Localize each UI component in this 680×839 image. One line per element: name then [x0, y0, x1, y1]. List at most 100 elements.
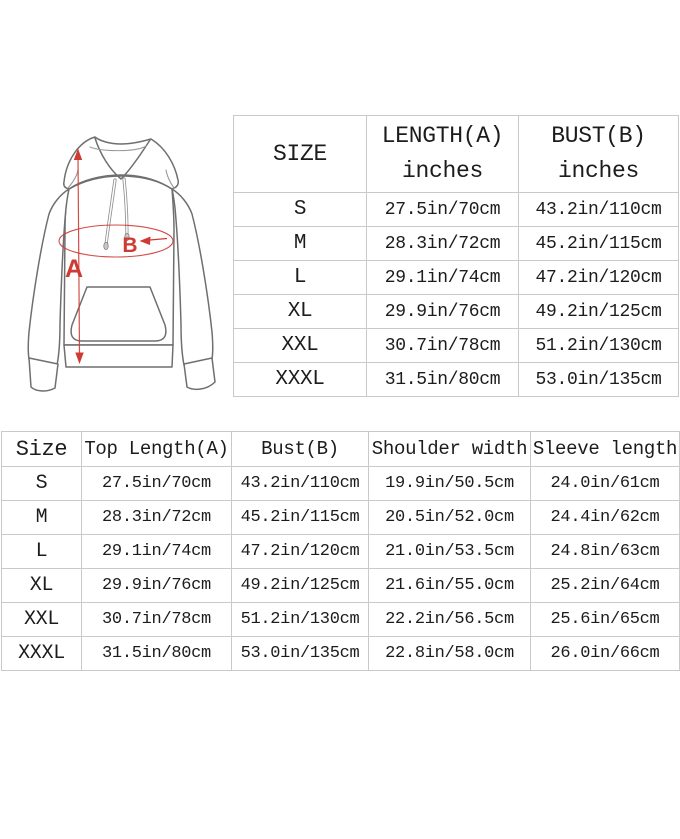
size-cell: XL: [1, 568, 82, 603]
sleeve-cell: 25.2in/64cm: [530, 568, 680, 603]
table-header-row: Size Top Length(A) Bust(B) Shoulder widt…: [1, 431, 680, 467]
table-header-row: SIZE LENGTH(A) inches BUST(B) inches: [233, 115, 679, 193]
column-header-top-length: Top Length(A): [81, 431, 232, 467]
column-header-bust: BUST(B) inches: [518, 115, 679, 193]
column-header-length-line2: inches: [401, 158, 483, 184]
column-header-size: SIZE: [233, 115, 367, 193]
bust-arrowhead: [139, 236, 151, 245]
column-header-bust-line2: inches: [557, 158, 639, 184]
size-cell: XXXL: [1, 636, 82, 671]
table-row: XL 29.9in/76cm 49.2in/125cm: [233, 294, 679, 329]
table-row: M 28.3in/72cm 45.2in/115cm 20.5in/52.0cm…: [1, 500, 680, 535]
column-header-bust: Bust(B): [231, 431, 369, 467]
table-row: XXL 30.7in/78cm 51.2in/130cm 22.2in/56.5…: [1, 602, 680, 637]
hoodie-pocket: [70, 286, 167, 342]
shoulder-cell: 21.6in/55.0cm: [368, 568, 531, 603]
size-chart-detailed-table: Size Top Length(A) Bust(B) Shoulder widt…: [1, 431, 680, 671]
top-length-cell: 27.5in/70cm: [81, 466, 232, 501]
length-cell: 30.7in/78cm: [366, 328, 519, 363]
bust-cell: 53.0in/135cm: [518, 362, 679, 397]
bust-cell: 47.2in/120cm: [231, 534, 369, 569]
bust-cell: 53.0in/135cm: [231, 636, 369, 671]
length-cell: 29.1in/74cm: [366, 260, 519, 295]
bust-cell: 43.2in/110cm: [231, 466, 369, 501]
size-cell: S: [233, 192, 367, 227]
table-row: S 27.5in/70cm 43.2in/110cm 19.9in/50.5cm…: [1, 466, 680, 501]
shoulder-cell: 21.0in/53.5cm: [368, 534, 531, 569]
table-row: S 27.5in/70cm 43.2in/110cm: [233, 192, 679, 227]
bust-cell: 51.2in/130cm: [518, 328, 679, 363]
label-a: A: [65, 255, 83, 283]
top-length-cell: 31.5in/80cm: [81, 636, 232, 671]
hood-opening: [94, 137, 151, 180]
top-length-cell: 30.7in/78cm: [81, 602, 232, 637]
table-row: L 29.1in/74cm 47.2in/120cm: [233, 260, 679, 295]
hoodie-outline: [27, 136, 216, 392]
hoodie-hem-band: [63, 344, 174, 368]
hoodie-hood: [63, 136, 179, 190]
size-cell: XXL: [1, 602, 82, 637]
column-header-shoulder-width: Shoulder width: [368, 431, 531, 467]
bust-cell: 45.2in/115cm: [231, 500, 369, 535]
column-header-sleeve-length: Sleeve length: [530, 431, 680, 467]
column-header-size: Size: [1, 431, 82, 467]
length-cell: 29.9in/76cm: [366, 294, 519, 329]
column-header-bust-line1: BUST(B): [551, 123, 646, 149]
drawstring-right-highlight: [123, 178, 128, 237]
drawstring-left-highlight: [105, 179, 116, 246]
table-row: XXXL 31.5in/80cm 53.0in/135cm 22.8in/58.…: [1, 636, 680, 671]
label-b: B: [122, 234, 137, 257]
drawstring-left-tip: [103, 241, 109, 250]
length-cell: 27.5in/70cm: [366, 192, 519, 227]
size-cell: XXL: [233, 328, 367, 363]
table-row: L 29.1in/74cm 47.2in/120cm 21.0in/53.5cm…: [1, 534, 680, 569]
size-cell: XL: [233, 294, 367, 329]
top-length-cell: 29.9in/76cm: [81, 568, 232, 603]
size-cell: L: [233, 260, 367, 295]
top-length-cell: 28.3in/72cm: [81, 500, 232, 535]
shoulder-cell: 19.9in/50.5cm: [368, 466, 531, 501]
hood-drawstrings: [103, 177, 130, 250]
size-cell: M: [233, 226, 367, 261]
length-measure-line: [77, 155, 81, 357]
bust-cell: 51.2in/130cm: [231, 602, 369, 637]
sleeve-cell: 24.8in/63cm: [530, 534, 680, 569]
hoodie-right-cuff: [183, 357, 216, 391]
size-cell: S: [1, 466, 82, 501]
bust-cell: 47.2in/120cm: [518, 260, 679, 295]
right-shoulder-seam: [165, 169, 175, 189]
sleeve-cell: 26.0in/66cm: [530, 636, 680, 671]
sleeve-cell: 24.0in/61cm: [530, 466, 680, 501]
length-arrowhead-top: [73, 148, 83, 160]
bust-cell: 43.2in/110cm: [518, 192, 679, 227]
bust-measure-ellipse: [58, 224, 174, 258]
hood-inner-seam: [89, 145, 147, 152]
bust-cell: 49.2in/125cm: [231, 568, 369, 603]
bust-cell: 45.2in/115cm: [518, 226, 679, 261]
size-cell: M: [1, 500, 82, 535]
table-row: M 28.3in/72cm 45.2in/115cm: [233, 226, 679, 261]
hoodie-diagram: A B: [27, 136, 216, 392]
table-row: XL 29.9in/76cm 49.2in/125cm 21.6in/55.0c…: [1, 568, 680, 603]
size-cell: XXXL: [233, 362, 367, 397]
length-arrowhead-bottom: [75, 352, 84, 364]
drawstring-right-tip: [124, 233, 130, 242]
bust-cell: 49.2in/125cm: [518, 294, 679, 329]
table-row: XXXL 31.5in/80cm 53.0in/135cm: [233, 362, 679, 397]
top-length-cell: 29.1in/74cm: [81, 534, 232, 569]
column-header-length-line1: LENGTH(A): [381, 123, 504, 149]
measurement-annotations: A B: [58, 148, 174, 364]
shoulder-cell: 22.8in/58.0cm: [368, 636, 531, 671]
size-cell: L: [1, 534, 82, 569]
hoodie-right-sleeve: [171, 188, 214, 366]
shoulder-cell: 20.5in/52.0cm: [368, 500, 531, 535]
shoulder-cell: 22.2in/56.5cm: [368, 602, 531, 637]
table-row: XXL 30.7in/78cm 51.2in/130cm: [233, 328, 679, 363]
sleeve-cell: 24.4in/62cm: [530, 500, 680, 535]
length-cell: 31.5in/80cm: [366, 362, 519, 397]
hoodie-left-cuff: [28, 357, 59, 392]
length-cell: 28.3in/72cm: [366, 226, 519, 261]
column-header-length: LENGTH(A) inches: [366, 115, 519, 193]
hoodie-left-sleeve: [27, 188, 70, 366]
